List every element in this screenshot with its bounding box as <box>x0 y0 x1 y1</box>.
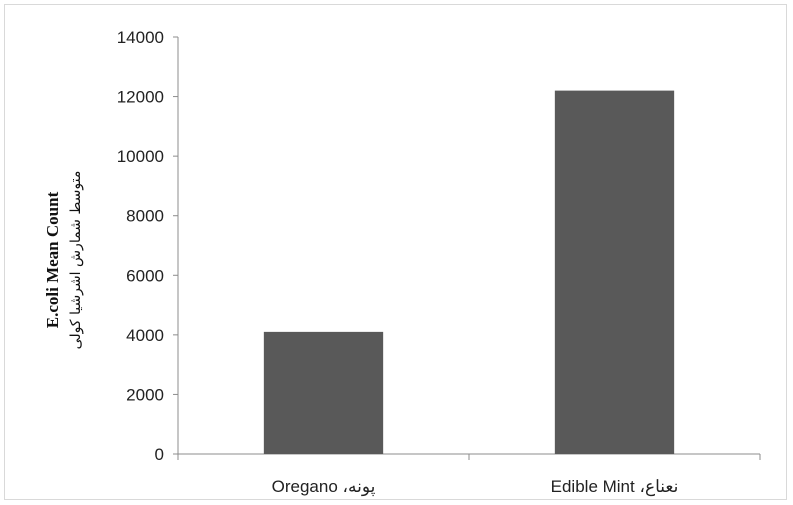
x-axis <box>177 453 761 460</box>
y-tick-label: 2000 <box>126 385 164 404</box>
y-axis-title: E.coli Mean Count متوسط شمارش اشرشیا کول… <box>43 171 84 350</box>
y-tick-label: 8000 <box>126 207 164 226</box>
x-category-label: Edible Mint ،نعناع <box>551 477 679 497</box>
y-tick-label: 6000 <box>126 266 164 285</box>
y-tick-label: 4000 <box>126 326 164 345</box>
bar <box>554 90 675 454</box>
y-tick-label: 10000 <box>117 147 164 166</box>
y-axis-title-english: E.coli Mean Count <box>43 191 62 328</box>
category-labels: Oregano ،پونه Edible Mint ،نعناع <box>272 477 679 497</box>
bar <box>263 331 384 454</box>
y-axis: 0 2000 4000 6000 8000 10000 12000 14000 <box>117 28 179 464</box>
x-category-label: Oregano ،پونه <box>272 477 376 497</box>
y-tick-label: 0 <box>155 445 164 464</box>
bars <box>263 90 675 454</box>
y-axis-title-persian: متوسط شمارش اشرشیا کولی <box>68 171 84 350</box>
y-tick-label: 14000 <box>117 28 164 47</box>
y-tick-label: 12000 <box>117 88 164 107</box>
